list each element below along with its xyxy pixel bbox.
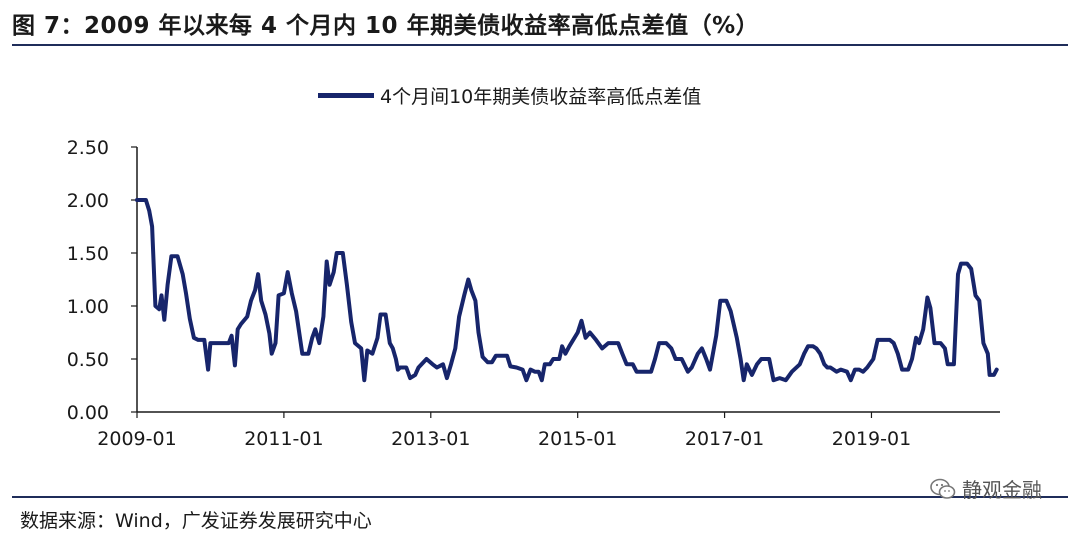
x-tick-label: 2011-01 bbox=[244, 428, 323, 450]
series-line-0 bbox=[135, 198, 999, 383]
legend-label: 4个月间10年期美债收益率高低点差值 bbox=[380, 86, 702, 108]
y-tick-label: 2.50 bbox=[67, 137, 109, 159]
y-tick-label: 1.50 bbox=[67, 243, 109, 265]
legend-swatch bbox=[318, 93, 374, 98]
watermark: 静观金融 bbox=[930, 474, 1042, 503]
source-note: 数据来源：Wind，广发证券发展研究中心 bbox=[20, 510, 372, 532]
y-tick-label: 0.50 bbox=[67, 349, 109, 371]
chart-title: 图 7：2009 年以来每 4 个月内 10 年期美债收益率高低点差值（%） bbox=[12, 13, 760, 39]
bottom-divider bbox=[12, 496, 1068, 498]
x-tick-label: 2019-01 bbox=[832, 428, 911, 450]
y-tick-label: 2.00 bbox=[67, 190, 109, 212]
y-tick-label: 0.00 bbox=[67, 402, 109, 424]
top-divider bbox=[12, 44, 1068, 46]
y-tick-label: 1.00 bbox=[67, 296, 109, 318]
x-tick-label: 2009-01 bbox=[97, 428, 176, 450]
x-tick-label: 2013-01 bbox=[391, 428, 470, 450]
x-tick-label: 2015-01 bbox=[538, 428, 617, 450]
wechat-icon bbox=[930, 478, 956, 499]
x-tick-label: 2017-01 bbox=[685, 428, 764, 450]
chart-legend: 4个月间10年期美债收益率高低点差值 bbox=[318, 82, 701, 109]
watermark-text: 静观金融 bbox=[962, 478, 1042, 502]
